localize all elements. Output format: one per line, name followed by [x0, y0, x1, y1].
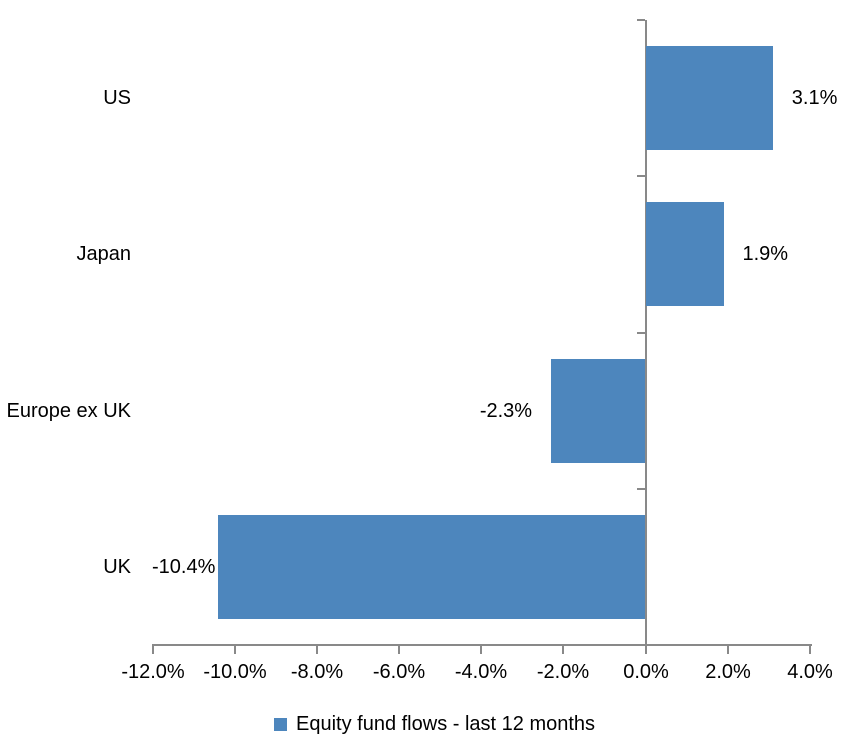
bar-us [645, 46, 773, 151]
x-axis-tick [809, 646, 811, 654]
bar-japan [645, 202, 724, 307]
y-axis-tick [637, 19, 645, 21]
category-label: Japan [76, 243, 132, 266]
x-axis-tick-label: 0.0% [623, 661, 669, 683]
x-axis-tick-label: -12.0% [121, 661, 185, 683]
x-axis-tick [398, 646, 400, 654]
x-axis-tick [480, 646, 482, 654]
x-axis-line [152, 644, 812, 646]
bar-europe-ex-uk [551, 358, 646, 463]
legend-swatch-icon [274, 717, 287, 731]
category-label: US [103, 87, 131, 110]
x-axis-tick-label: 2.0% [705, 661, 751, 683]
x-axis-tick-label: -10.0% [203, 661, 267, 683]
x-axis-tick [562, 646, 564, 654]
y-axis-tick [637, 175, 645, 177]
x-axis-tick [645, 646, 647, 654]
data-label: 3.1% [791, 87, 838, 110]
category-label: Europe ex UK [6, 399, 131, 422]
x-axis-tick-label: -4.0% [454, 661, 508, 683]
x-axis-tick-label: -2.0% [536, 661, 590, 683]
data-label: -2.3% [479, 399, 533, 422]
x-axis-tick [234, 646, 236, 654]
category-label: UK [103, 555, 131, 578]
x-axis-tick-label: 4.0% [787, 661, 833, 683]
x-axis-tick [152, 646, 154, 654]
x-axis-tick [727, 646, 729, 654]
x-axis-tick [316, 646, 318, 654]
y-axis-tick [637, 332, 645, 334]
x-axis-tick-label: -6.0% [372, 661, 426, 683]
legend: Equity fund flows - last 12 months [274, 711, 595, 737]
bar-uk [218, 514, 646, 619]
x-axis-tick-label: -8.0% [290, 661, 344, 683]
data-label: 1.9% [742, 243, 789, 266]
data-label: -10.4% [152, 555, 216, 578]
y-axis-tick [637, 488, 645, 490]
y-axis-line [645, 20, 647, 645]
legend-label: Equity fund flows - last 12 months [296, 713, 596, 735]
